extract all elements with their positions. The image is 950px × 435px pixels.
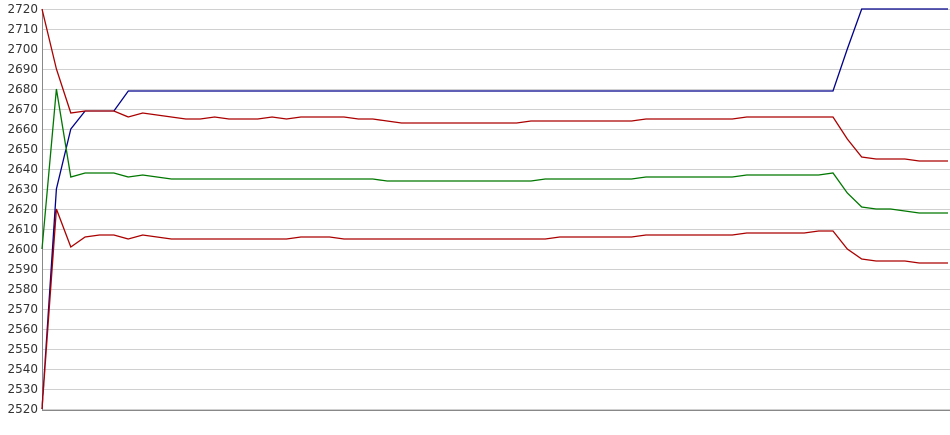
y-tick-label: 2640 xyxy=(7,162,38,176)
y-tick-label: 2670 xyxy=(7,102,38,116)
y-tick-label: 2650 xyxy=(7,142,38,156)
y-tick-label: 2580 xyxy=(7,282,38,296)
y-tick-label: 2610 xyxy=(7,222,38,236)
y-tick-label: 2560 xyxy=(7,322,38,336)
y-tick-label: 2530 xyxy=(7,382,38,396)
series-line xyxy=(41,88,948,250)
y-tick-label: 2550 xyxy=(7,342,38,356)
series-line xyxy=(41,8,948,162)
y-tick-label: 2620 xyxy=(7,202,38,216)
y-tick-label: 2630 xyxy=(7,182,38,196)
y-tick-label: 2520 xyxy=(7,402,38,416)
series-line xyxy=(41,8,948,410)
y-tick-label: 2540 xyxy=(7,362,38,376)
y-tick-label: 2710 xyxy=(7,22,38,36)
y-tick-label: 2700 xyxy=(7,42,38,56)
y-tick-label: 2660 xyxy=(7,122,38,136)
y-tick-label: 2680 xyxy=(7,82,38,96)
y-tick-label: 2570 xyxy=(7,302,38,316)
series-line xyxy=(41,208,948,410)
y-tick-label: 2590 xyxy=(7,262,38,276)
y-tick-label: 2690 xyxy=(7,62,38,76)
y-tick-label: 2720 xyxy=(7,2,38,16)
y-tick-label: 2600 xyxy=(7,242,38,256)
